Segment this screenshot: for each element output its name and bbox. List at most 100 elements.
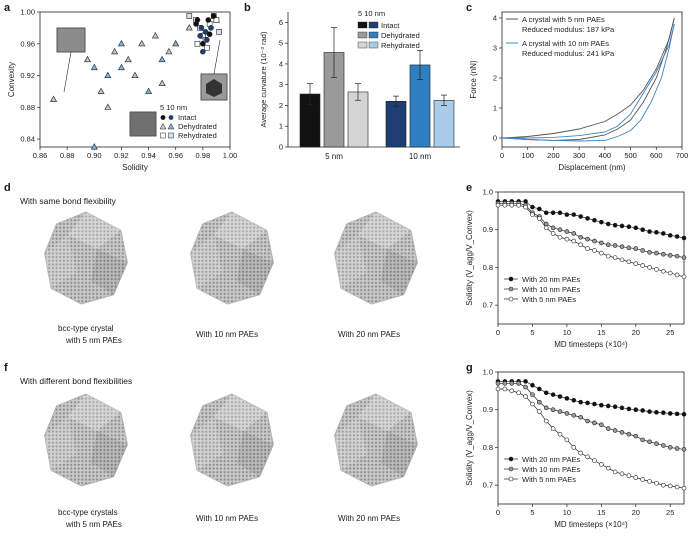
- curve-10-nm-load: [502, 23, 675, 139]
- y-tick-label: 4: [279, 59, 283, 68]
- legend-marker: [508, 276, 514, 282]
- series-point: [633, 246, 639, 251]
- series-point: [578, 214, 583, 219]
- x-tick-label: 0.98: [196, 151, 211, 160]
- legend-entry: With 20 nm PAEs: [522, 275, 580, 284]
- panel-label-g: g: [466, 362, 473, 374]
- curve-10-nm-unload: [501, 23, 675, 142]
- panel-label-c: c: [466, 2, 473, 14]
- series-point: [557, 234, 563, 240]
- x-tick-label: 600: [650, 151, 663, 160]
- y-tick-label: 0.8: [483, 263, 493, 272]
- series-point: [557, 431, 563, 437]
- legend-marker: [508, 296, 514, 302]
- inset-image-2: [129, 111, 157, 137]
- intact-point: [200, 48, 206, 55]
- y-tick-label: 0.96: [20, 39, 35, 48]
- series-point: [550, 210, 556, 216]
- y-tick-label: 2: [279, 101, 283, 110]
- series-point: [495, 386, 501, 392]
- series-point: [640, 227, 645, 233]
- dehydrated-point: [138, 39, 146, 47]
- series-point: [585, 236, 590, 242]
- series-point: [530, 204, 535, 210]
- series-point: [571, 231, 577, 236]
- chart-c-force: 0 100 200 300 400 500 600 700 0 1 2 3 4 Displacement …: [469, 11, 688, 172]
- f-caption: With different bond flexibilities: [20, 376, 133, 386]
- series-point: [654, 410, 659, 415]
- series-point: [550, 392, 556, 397]
- y-tick-label: 0.9: [483, 225, 493, 234]
- legend-marker: [508, 466, 514, 472]
- series-point: [530, 382, 535, 388]
- series-line: [498, 201, 685, 239]
- series-point: [633, 225, 639, 231]
- series-point: [578, 242, 583, 248]
- series-point: [557, 394, 563, 399]
- series-point: [599, 422, 604, 428]
- f-label-5nm-line1: bcc-type crystals: [58, 508, 118, 517]
- series-point: [523, 199, 528, 204]
- series-point: [557, 409, 563, 414]
- dehydrated-point: [158, 55, 166, 63]
- series-point: [605, 253, 611, 259]
- d-label-20nm: With 20 nm PAEs: [338, 330, 401, 339]
- y-tick-label: 4: [493, 14, 497, 23]
- series-point: [564, 396, 570, 401]
- inset-pointer-3: [213, 39, 221, 75]
- legend-intact-10: [168, 115, 174, 120]
- panel-label-e: e: [466, 182, 473, 194]
- series-point: [640, 437, 645, 443]
- series-point: [654, 267, 659, 272]
- intact-point: [200, 40, 206, 47]
- series-point: [502, 386, 508, 392]
- series-point: [640, 408, 645, 413]
- x-tick-label: 0.92: [114, 151, 129, 160]
- plot-frame: [497, 191, 685, 325]
- d-label-5nm-line1: bcc-type crystal: [58, 324, 114, 333]
- intact-point: [205, 17, 212, 23]
- panel-label-a: a: [4, 2, 11, 14]
- legend-dehyd-10: [167, 122, 175, 130]
- series-point: [585, 418, 590, 424]
- series-point: [661, 443, 666, 448]
- series-point: [667, 445, 673, 450]
- series-point: [530, 401, 535, 407]
- series-point: [571, 445, 577, 450]
- series-point: [654, 250, 659, 256]
- series-point: [550, 407, 556, 413]
- crystal-f-20nm: [334, 393, 418, 487]
- series-point: [654, 441, 659, 446]
- series-point: [592, 238, 597, 244]
- x-tick-label: 0.88: [60, 151, 75, 160]
- series-point: [647, 229, 652, 234]
- series-point: [509, 381, 515, 386]
- intact-point: [206, 31, 213, 38]
- crystal-d-20nm: [334, 211, 418, 305]
- legend-entry: With 5 nm PAEs: [522, 295, 576, 304]
- legend-marker: [508, 476, 514, 482]
- series-point: [619, 430, 625, 435]
- series-point: [571, 413, 577, 418]
- series-point: [647, 250, 652, 255]
- intact-point: [204, 36, 210, 43]
- series-point: [605, 242, 611, 248]
- series-point: [626, 431, 632, 437]
- x-tick-label: 10: [563, 328, 571, 337]
- series-point: [571, 212, 577, 217]
- series-point: [681, 411, 687, 417]
- legend-header: 5 10 nm: [160, 103, 187, 112]
- dehydrated-point: [90, 143, 98, 150]
- legend-swatch: [357, 41, 368, 49]
- y-tick-label: 3: [279, 80, 283, 89]
- legend-line2: Reduced modulus: 187 kPa: [522, 25, 615, 34]
- x-tick-label: 1.00: [223, 151, 238, 160]
- chart-e-solidity: 0 5 10 15 20 25 0.7 0.8 0.9 1.0 MD timesteps (×10⁴…: [465, 188, 687, 349]
- series-point: [543, 418, 549, 424]
- bar: [433, 99, 455, 148]
- series-point: [502, 381, 508, 386]
- series-point: [537, 216, 542, 221]
- series-point: [674, 272, 680, 278]
- x-tick-label: 5: [530, 508, 534, 517]
- intact-point: [208, 25, 214, 31]
